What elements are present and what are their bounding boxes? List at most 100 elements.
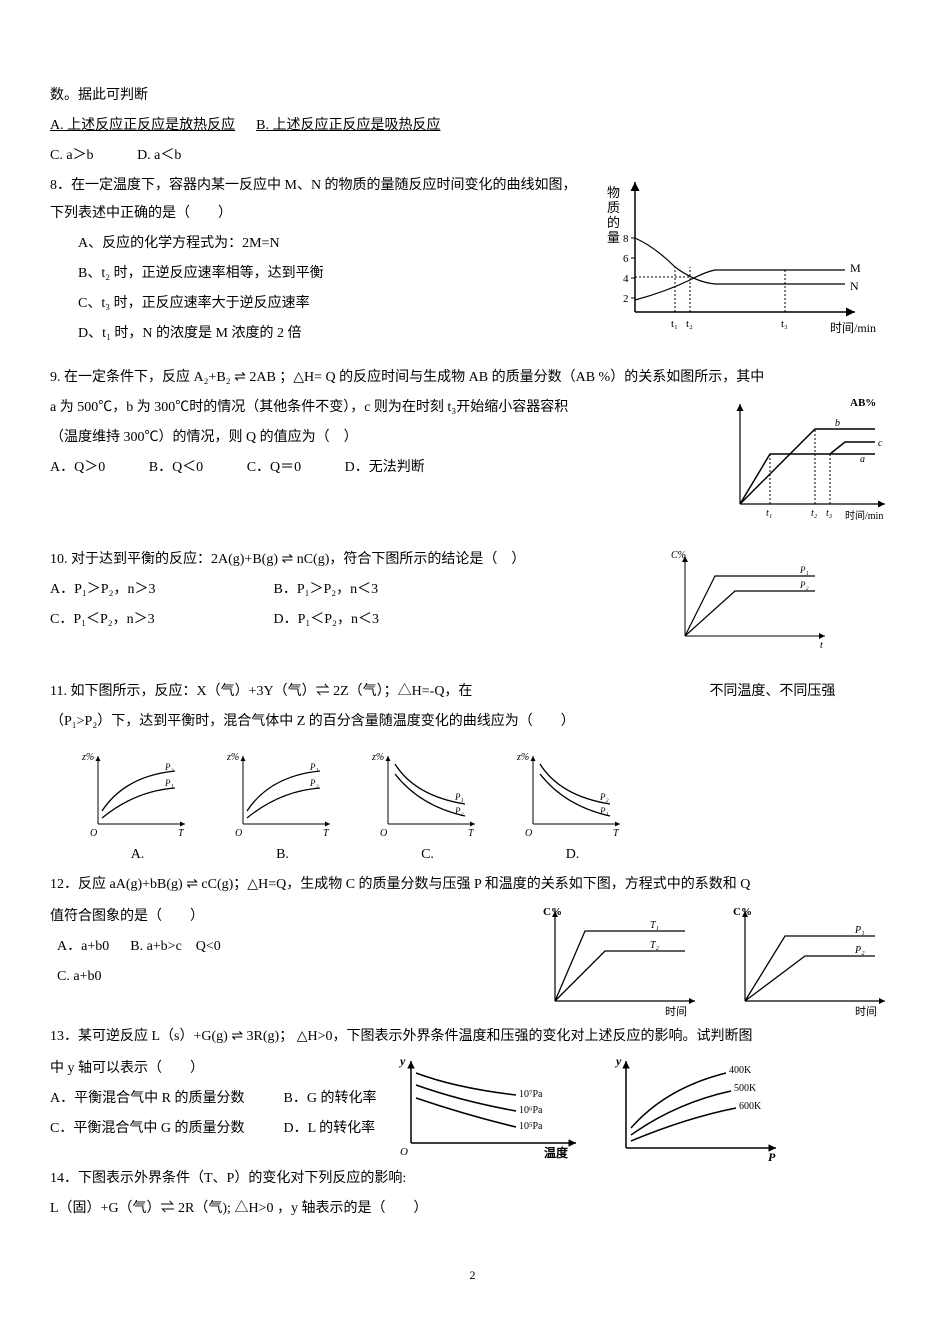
svg-text:P₂: P₂ (799, 580, 809, 590)
q13-chart2: y P 400K 500K 600K (606, 1053, 786, 1163)
svg-text:O: O (380, 828, 387, 839)
q11-panel-c: z% O T P₁ P₂ C. (370, 746, 485, 869)
q12-chart2: C% 时间 P₁ P₂ (725, 901, 895, 1021)
q13-chart1: y O 温度 10⁷Pa 10⁶Pa 10⁵Pa (386, 1053, 586, 1163)
svg-text:C%: C% (671, 550, 686, 561)
q12-opt-b: B. a+b>c Q<0 (130, 939, 221, 954)
q7-opt-a: A. 上述反应正反应是放热反应 (50, 118, 235, 133)
svg-text:y: y (614, 1054, 622, 1068)
svg-text:c: c (878, 438, 883, 449)
q12-charts: C% 时间 T₁ T₂ C% 时间 P₁ P₂ (535, 901, 895, 1021)
q9-chart: AB% 时间/min a b c t₁ t₂ t₃ (715, 394, 895, 534)
q11-stem1a: 11. 如下图所示，反应：X（气）+3Y（气）⇌ 2Z（气）；△H=-Q，在 (50, 684, 472, 699)
svg-text:t₂: t₂ (686, 318, 693, 330)
svg-text:P₁: P₁ (164, 778, 174, 788)
q11-stem1: 11. 如下图所示，反应：X（气）+3Y（气）⇌ 2Z（气）；△H=-Q，在 不… (50, 678, 895, 706)
svg-text:z%: z% (81, 752, 94, 763)
svg-text:N: N (850, 279, 859, 293)
q14-stem1: 14．下图表示外界条件（T、P）的变化对下列反应的影响: (50, 1165, 895, 1193)
svg-text:时间/min: 时间/min (830, 321, 876, 335)
svg-text:O: O (90, 828, 97, 839)
q13-opt-c: C．平衡混合气中 G 的质量分数 (50, 1115, 280, 1143)
svg-text:b: b (835, 418, 840, 429)
q9-opt-b: B．Q＜0 (149, 460, 203, 475)
q11-label-a: A. (80, 841, 195, 869)
svg-text:z%: z% (226, 752, 239, 763)
svg-text:600K: 600K (739, 1101, 762, 1112)
svg-text:y: y (398, 1054, 406, 1068)
svg-text:时间/min: 时间/min (845, 509, 883, 522)
svg-text:P₂: P₂ (854, 945, 865, 956)
svg-text:时间: 时间 (665, 1005, 687, 1018)
svg-text:P₁: P₁ (854, 925, 865, 936)
svg-text:T: T (323, 828, 330, 839)
svg-text:P: P (768, 1150, 776, 1163)
q11-panel-d: z% O T P₂ P₁ D. (515, 746, 630, 869)
svg-text:10⁵Pa: 10⁵Pa (519, 1121, 543, 1132)
svg-text:P₁: P₁ (454, 792, 464, 802)
svg-text:T: T (613, 828, 620, 839)
q11-panels: z% O T P₂ P₁ A. z% O T P₁ P₂ B. z% (80, 746, 895, 869)
q12-opts1: A．a+b0 B. a+b>c Q<0 (50, 933, 535, 961)
svg-text:t₁: t₁ (671, 318, 678, 330)
q11-label-d: D. (515, 841, 630, 869)
svg-text:量: 量 (607, 230, 620, 245)
svg-text:10⁷Pa: 10⁷Pa (519, 1089, 543, 1100)
svg-text:4: 4 (623, 273, 629, 285)
svg-text:O: O (235, 828, 242, 839)
q10-opt-a: A．P₁＞P₂，n＞3 (50, 576, 270, 604)
svg-text:t₂: t₂ (811, 508, 818, 519)
q9-opt-c: C．Q＝0 (247, 460, 301, 475)
svg-text:O: O (525, 828, 532, 839)
q8-chart: 物 质 的 量 2 4 6 8 M N t (595, 172, 895, 352)
q7-opt-c: C. a＞b (50, 148, 94, 163)
svg-text:AB%: AB% (850, 397, 876, 409)
svg-text:C%: C% (733, 906, 752, 918)
q13-row1: A．平衡混合气中 R 的质量分数 B．G 的转化率 (50, 1085, 376, 1113)
q12-opt-c: C. a+b0 (57, 969, 101, 984)
q14-stem2: L（固）+G（气）⇌ 2R（气); △H>0 ，y 轴表示的是（ ） (50, 1195, 895, 1223)
svg-text:M: M (850, 261, 861, 275)
q12-stem1: 12．反应 aA(g)+bB(g) ⇌ cC(g)；△H=Q，生成物 C 的质量… (50, 871, 895, 899)
svg-text:P₂: P₂ (309, 778, 319, 788)
svg-text:t₁: t₁ (766, 508, 772, 519)
svg-text:z%: z% (371, 752, 384, 763)
svg-text:C%: C% (543, 906, 562, 918)
svg-text:P₂: P₂ (599, 792, 609, 802)
svg-text:10⁶Pa: 10⁶Pa (519, 1105, 543, 1116)
q8-ylabel: 物 (607, 185, 620, 200)
svg-text:T₂: T₂ (650, 940, 660, 951)
svg-text:O: O (400, 1146, 408, 1158)
svg-text:500K: 500K (734, 1083, 757, 1094)
q7-options-row1: A. 上述反应正反应是放热反应 B. 上述反应正反应是吸热反应 (50, 112, 895, 140)
q13-stem1: 13．某可逆反应 L（s）+G(g) ⇌ 3R(g)； △H>0，下图表示外界条… (50, 1023, 895, 1051)
q12-opts2: C. a+b0 (50, 963, 535, 991)
svg-text:温度: 温度 (544, 1145, 569, 1160)
svg-text:t₃: t₃ (781, 318, 788, 330)
svg-text:P₁: P₁ (799, 565, 809, 575)
svg-text:P₂: P₂ (454, 806, 464, 816)
q10-opt-b: B．P₁＞P₂，n＜3 (274, 582, 379, 597)
q7-opt-b: B. 上述反应正反应是吸热反应 (256, 118, 440, 133)
q7-opt-d: D. a＜b (137, 148, 181, 163)
svg-text:400K: 400K (729, 1065, 752, 1076)
q7-options-row2: C. a＞b D. a＜b (50, 142, 895, 170)
q11-stem2: （P₁>P₂）下，达到平衡时，混合气体中 Z 的百分含量随温度变化的曲线应为（ … (50, 708, 895, 736)
svg-text:T: T (468, 828, 475, 839)
q13-stem2: 中 y 轴可以表示（ ） (50, 1055, 376, 1083)
svg-text:8: 8 (623, 233, 629, 245)
q11-panel-b: z% O T P₁ P₂ B. (225, 746, 340, 869)
svg-text:T: T (178, 828, 185, 839)
svg-text:质: 质 (607, 200, 620, 215)
svg-text:a: a (860, 454, 865, 465)
svg-text:t: t (820, 640, 823, 651)
q11-label-c: C. (370, 841, 485, 869)
q9-opt-d: D．无法判断 (345, 460, 425, 475)
svg-text:P₁: P₁ (599, 806, 609, 816)
page-number: 2 (50, 1263, 895, 1287)
svg-text:z%: z% (516, 752, 529, 763)
q11-panel-a: z% O T P₂ P₁ A. (80, 746, 195, 869)
q10-opt-c: C．P₁＜P₂，n＞3 (50, 606, 270, 634)
q12-chart1: C% 时间 T₁ T₂ (535, 901, 705, 1021)
svg-text:T₁: T₁ (650, 920, 659, 931)
